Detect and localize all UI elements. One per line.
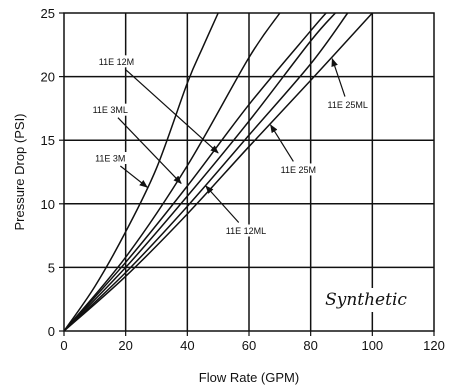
annotation-label-11e-12ml: 11E 12ML [226, 226, 266, 236]
annotations: 11E 12M 11E 3ML 11E 3M 11E 12ML 11E 25M 11E 2… [89, 55, 372, 237]
x-tick-label-40: 40 [180, 338, 194, 353]
annotation-arrow-11e-12ml [205, 185, 240, 223]
x-tick-label-80: 80 [303, 338, 317, 353]
x-tick-label-0: 0 [60, 338, 67, 353]
series-line-11e-25m [63, 12, 349, 332]
x-tick-label-20: 20 [118, 338, 132, 353]
x-tick-label-120: 120 [423, 338, 445, 353]
y-tick-label-0: 0 [48, 324, 55, 339]
annotation-bg-11e-12ml [222, 224, 270, 237]
annotation-label-11e-3m: 11E 3M [95, 154, 125, 164]
annotation-arrow-11e-12m [124, 68, 219, 154]
synthetic-watermark-bg [321, 288, 412, 312]
annotation-bg-11e-25m [277, 163, 320, 176]
annotation-bg-11e-25ml [324, 98, 372, 111]
x-tick-label-100: 100 [361, 338, 383, 353]
series-line-11e-3m [63, 12, 219, 332]
annotation-bg-11e-12m [95, 55, 138, 68]
y-tick-label-15: 15 [41, 133, 55, 148]
series-line-11e-3ml [63, 12, 281, 332]
series-line-11e-12ml [63, 12, 336, 332]
annotation-label-11e-25m: 11E 25M [281, 165, 316, 175]
y-tick-label-5: 5 [48, 260, 55, 275]
y-tick-label-20: 20 [41, 70, 55, 85]
annotation-label-11e-12m: 11E 12M [99, 57, 134, 67]
series-line-11e-25ml [63, 12, 373, 332]
annotation-bg-11e-3m [92, 152, 129, 165]
annotation-arrow-11e-25m [270, 124, 294, 162]
annotation-arrow-11e-25ml [331, 57, 346, 97]
x-axis-label: Flow Rate (GPM) [199, 370, 299, 385]
y-tick-label-10: 10 [41, 197, 55, 212]
series-lines [63, 12, 373, 332]
annotation-arrow-11e-3m [119, 165, 148, 188]
y-axis-label: Pressure Drop (PSI) [12, 113, 27, 230]
annotation-label-11e-3ml: 11E 3ML [93, 105, 128, 115]
synthetic-watermark: Synthetic [325, 290, 407, 310]
annotation-arrow-11e-3ml [117, 117, 182, 185]
x-tick-labels: 0 20 40 60 80 100 120 [60, 331, 445, 353]
x-tick-label-60: 60 [242, 338, 256, 353]
y-tick-labels: 0 5 10 15 20 25 [41, 6, 64, 339]
annotation-label-11e-25ml: 11E 25ML [327, 100, 367, 110]
annotation-bg-11e-3ml [89, 103, 132, 116]
y-tick-label-25: 25 [41, 6, 55, 21]
